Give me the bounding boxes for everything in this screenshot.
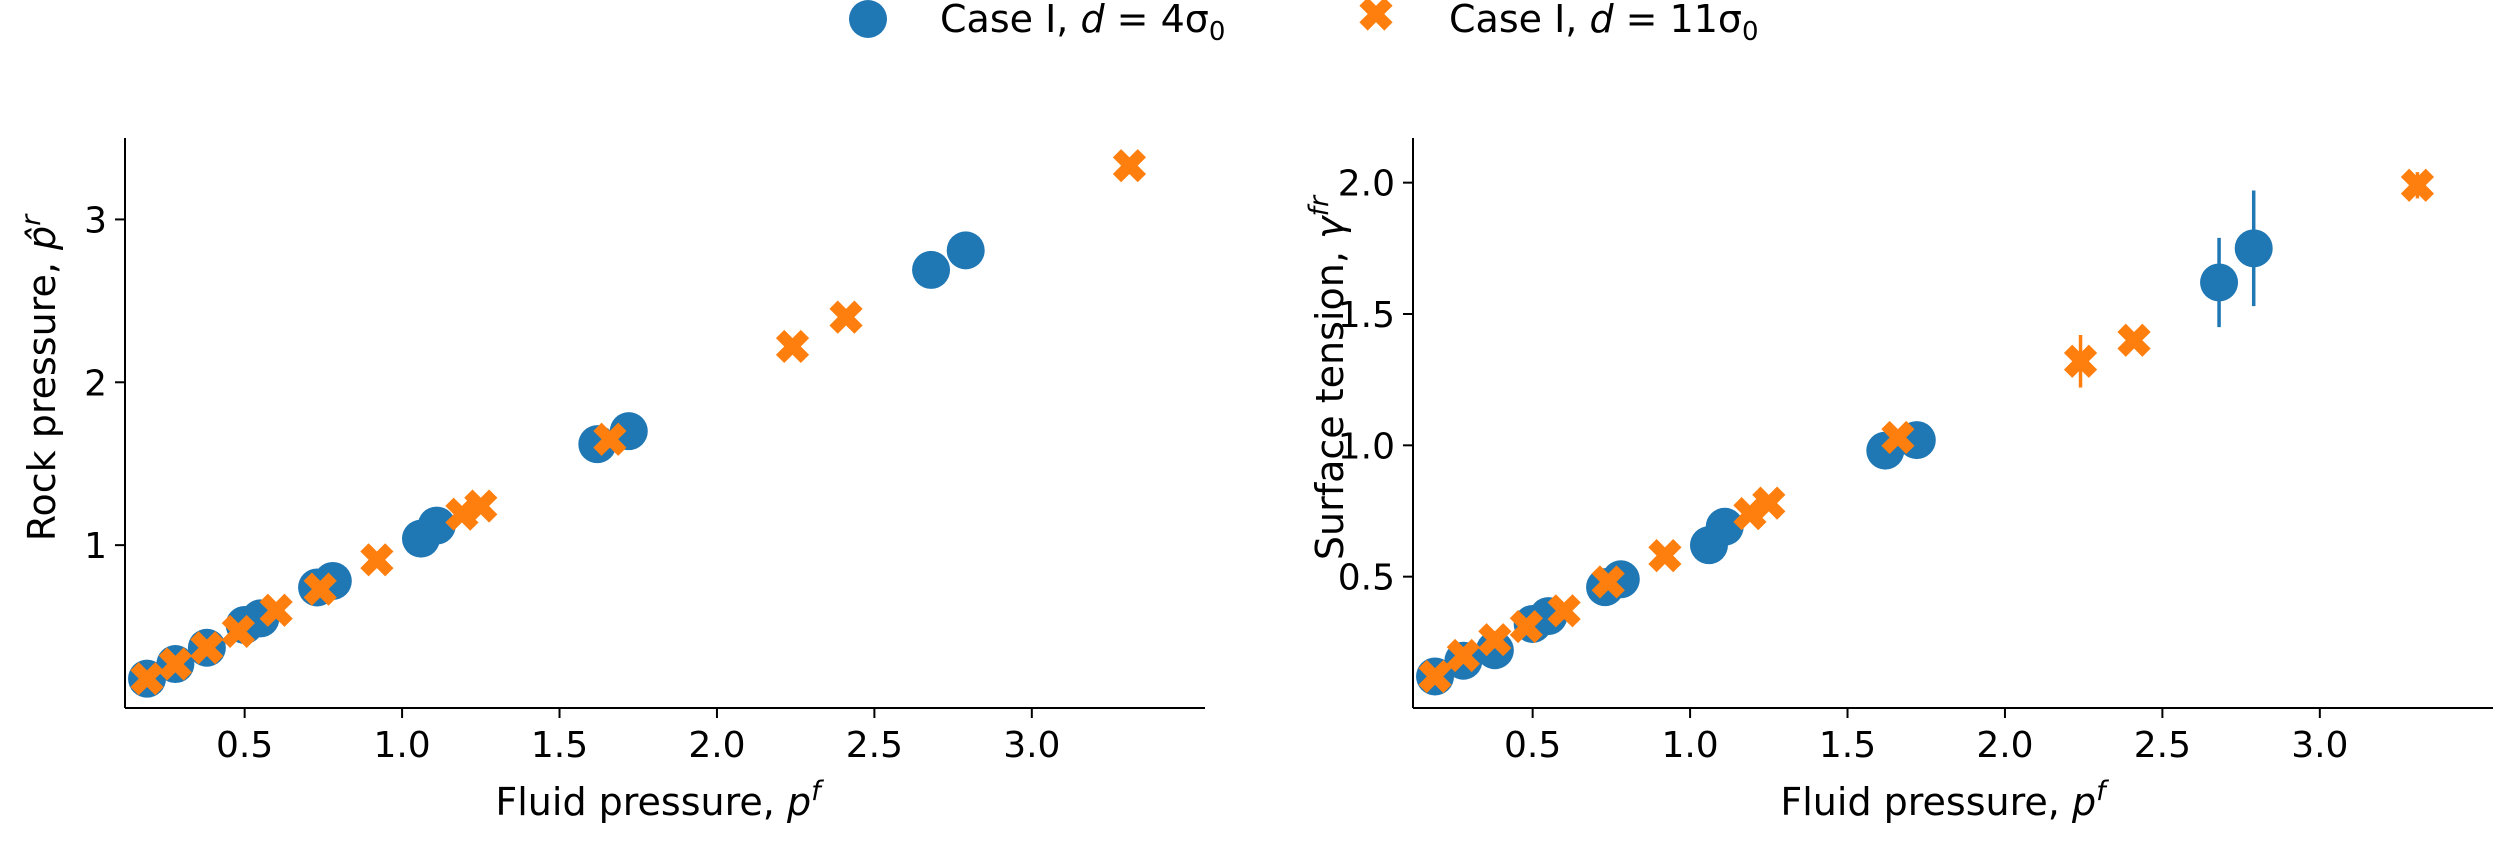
x-axis-label: Fluid pressure, pf <box>1780 776 2109 824</box>
legend-entry-d4: Case I, d = 4σ0 <box>849 0 1225 47</box>
x-tick-label: 1.5 <box>531 725 588 766</box>
data-point-x <box>158 647 192 681</box>
data-point-x <box>1547 594 1581 628</box>
data-point-x <box>221 614 255 649</box>
x-axis-label: Fluid pressure, pf <box>495 776 824 824</box>
data-point-x <box>303 572 337 606</box>
data-point-x <box>2063 344 2098 378</box>
y-tick-label: 3 <box>84 200 107 241</box>
data-point-x <box>464 489 498 523</box>
data-point-circle <box>2200 263 2239 302</box>
data-point-x <box>1648 539 1682 573</box>
y-tick-label: 1.0 <box>1338 426 1395 467</box>
legend: Case I, d = 4σ0 Case I, d = 11σ0 <box>849 0 1759 47</box>
legend-label-d11: Case I, d = 11σ0 <box>1449 0 1759 47</box>
data-point-x <box>259 593 293 627</box>
data-point-x <box>1733 497 1767 531</box>
data-point-x <box>360 543 394 577</box>
data-point-circle <box>912 250 951 289</box>
legend-marker-x <box>1359 0 1393 31</box>
legend-marker-circle <box>849 0 887 38</box>
data-point-circle <box>1475 631 1514 670</box>
y-tick-label: 2.0 <box>1338 164 1395 205</box>
x-tick-label: 2.0 <box>688 725 745 766</box>
y-tick-label: 0.5 <box>1338 558 1395 599</box>
series-d11 <box>1418 168 2435 694</box>
legend-label-d4: Case I, d = 4σ0 <box>940 0 1225 47</box>
data-point-x <box>445 497 479 531</box>
data-point-circle <box>2234 229 2273 268</box>
x-tick-label: 1.0 <box>373 725 430 766</box>
x-tick-label: 0.5 <box>216 725 273 766</box>
data-point-x <box>1591 565 1625 599</box>
data-point-x <box>1509 609 1543 644</box>
data-point-x <box>1446 638 1480 673</box>
x-tick-label: 1.0 <box>1661 725 1718 766</box>
x-tick-label: 0.5 <box>1504 725 1561 766</box>
y-axis-label: Surface tension, γfr <box>1304 194 1352 560</box>
x-tick-label: 2.5 <box>2134 725 2191 766</box>
data-point-x <box>1418 659 1452 694</box>
data-point-x <box>1478 623 1512 657</box>
right-panel-surface-tension: Fluid pressure, pf Surface tension, γfr … <box>1304 138 2493 824</box>
left-panel-rock-pressure: Fluid pressure, pf Rock pressure, p̂r 0.… <box>16 138 1205 824</box>
data-point-circle <box>1705 507 1744 546</box>
data-point-circle <box>417 506 456 545</box>
data-point-x <box>2400 168 2435 202</box>
x-tick-label: 2.0 <box>1976 725 2033 766</box>
series-d11 <box>130 149 1147 696</box>
data-point-x <box>593 422 627 456</box>
data-point-x <box>2117 323 2151 357</box>
x-tick-label: 3.0 <box>1003 725 1060 766</box>
y-tick-label: 1 <box>84 526 107 567</box>
series-d4 <box>128 231 985 698</box>
series-d4 <box>1416 190 2273 696</box>
legend-marker-x-shape <box>1359 0 1393 31</box>
x-tick-label: 3.0 <box>2291 725 2348 766</box>
x-tick-label: 2.5 <box>846 725 903 766</box>
y-tick-label: 1.5 <box>1338 295 1395 336</box>
data-point-x <box>1881 420 1915 455</box>
data-point-x <box>775 329 810 364</box>
legend-entry-d11: Case I, d = 11σ0 <box>1359 0 1759 47</box>
data-point-x <box>829 300 863 334</box>
data-point-circle <box>946 231 985 270</box>
y-axis-label: Rock pressure, p̂r <box>16 213 64 541</box>
data-point-x <box>1752 486 1786 520</box>
x-tick-label: 1.5 <box>1819 725 1876 766</box>
data-point-x <box>190 631 224 665</box>
y-tick-label: 2 <box>84 363 107 404</box>
data-point-x <box>130 662 164 696</box>
data-point-x <box>1112 149 1147 183</box>
